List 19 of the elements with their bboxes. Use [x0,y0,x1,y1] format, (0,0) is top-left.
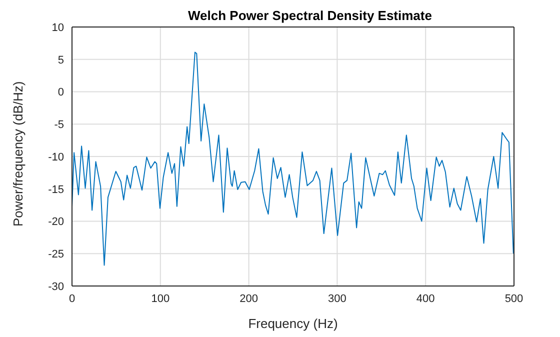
x-tick-label: 200 [240,292,258,305]
x-tick-label: 100 [151,292,170,305]
y-tick-label: -30 [48,280,64,293]
y-tick-label: -10 [48,151,64,164]
y-tick-label: -20 [48,216,64,228]
y-tick-label: 5 [58,54,64,66]
y-tick-label: -25 [48,248,64,261]
x-tick-label: 0 [68,292,76,305]
x-tick-label: 300 [328,292,346,305]
y-tick-label: -15 [48,184,64,196]
y-axis-title: Power/frequency (dB/Hz) [10,81,26,226]
chart-title: Welch Power Spectral Density Estimate [187,8,433,23]
x-axis-title: Frequency (Hz) [248,316,338,331]
y-tick-label: 0 [58,86,64,99]
y-tick-label: -5 [54,119,64,132]
x-tick-label: 500 [504,292,524,305]
x-tick-label: 400 [416,292,435,305]
y-tick-label: 10 [52,22,64,34]
line-series [72,52,514,266]
